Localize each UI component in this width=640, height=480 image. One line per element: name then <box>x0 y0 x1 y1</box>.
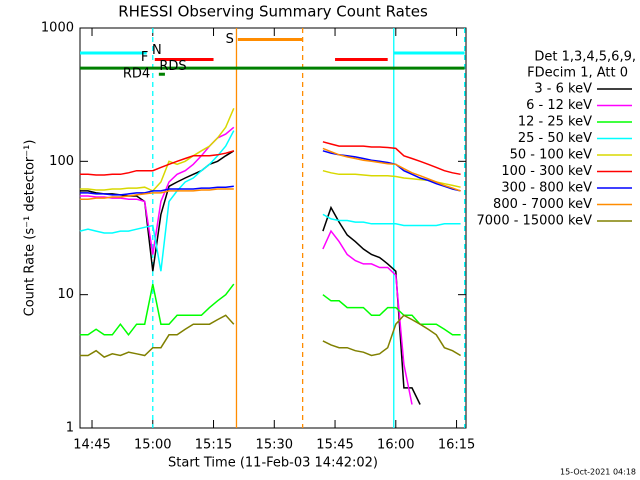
series-line <box>79 150 421 405</box>
x-tick-label: 16:15 <box>438 438 475 453</box>
series-line <box>79 141 461 176</box>
series-line <box>79 108 461 192</box>
x-tick-label: 15:30 <box>256 438 293 453</box>
x-axis-label: Start Time (11-Feb-03 14:42:02) <box>168 456 378 471</box>
legend-label: 12 - 25 keV <box>518 115 592 130</box>
plot-frame <box>79 27 467 429</box>
footer: 15-Oct-2021 04:18 <box>560 468 636 477</box>
x-tick-label: 14:45 <box>73 438 110 453</box>
x-tick-label: 15:15 <box>195 438 232 453</box>
legend-label: 6 - 12 keV <box>526 98 592 113</box>
y-tick-label: 100 <box>49 154 74 169</box>
legend-label: 300 - 800 keV <box>501 181 592 196</box>
x-tick-label: 15:00 <box>134 438 171 453</box>
series-line <box>79 283 461 337</box>
flag-label: N <box>152 43 162 58</box>
legend-label: 100 - 300 keV <box>501 164 592 179</box>
series-line <box>79 314 461 358</box>
chart-title: RHESSI Observing Summary Count Rates <box>118 3 428 21</box>
y-tick-label: 10 <box>57 287 74 302</box>
legend-label: 50 - 100 keV <box>510 148 593 163</box>
y-tick-label: 1000 <box>41 21 74 36</box>
y-tick-label: 1 <box>66 421 74 436</box>
legend-label: 25 - 50 keV <box>518 131 592 146</box>
flag-label: RD4 <box>123 67 150 82</box>
x-tick-label: 16:00 <box>377 438 414 453</box>
flag-label: F <box>141 50 148 65</box>
series-line <box>79 130 461 272</box>
legend-label: 800 - 7000 keV <box>493 197 592 212</box>
flag-label: RDS <box>159 59 186 74</box>
info-text: Det 1,3,4,5,6,9, <box>534 50 636 65</box>
series-line <box>79 147 461 200</box>
legend-label: 7000 - 15000 keV <box>477 214 593 229</box>
y-axis-label: Count Rate (s⁻¹ detector⁻¹) <box>23 140 38 317</box>
flag-label: S <box>226 32 234 47</box>
legend-label: 3 - 6 keV <box>534 82 592 97</box>
info-text: FDecim 1, Att 0 <box>527 66 628 81</box>
x-tick-label: 15:45 <box>316 438 353 453</box>
series-line <box>79 126 413 405</box>
